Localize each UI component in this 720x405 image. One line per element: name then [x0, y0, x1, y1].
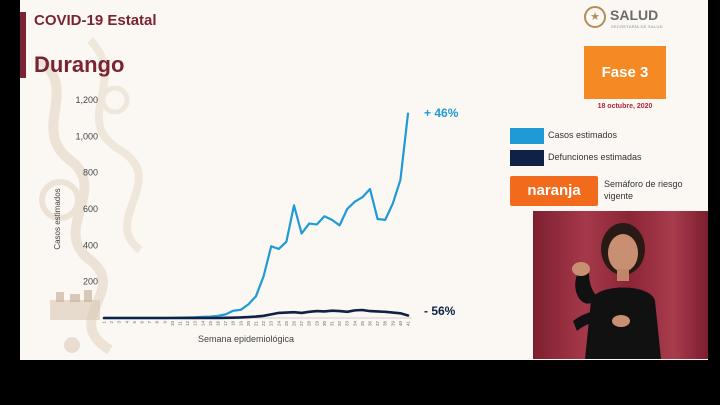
x-tick-label: 2 [109, 321, 114, 324]
x-tick-label: 3 [117, 321, 122, 324]
x-tick-label: 12 [185, 321, 190, 327]
x-tick-label: 7 [147, 321, 152, 324]
x-tick-label: 18 [231, 321, 236, 327]
x-tick-label: 22 [261, 321, 266, 327]
x-tick-label: 15 [208, 321, 213, 327]
x-tick-label: 30 [322, 321, 327, 327]
logo-text: SALUD [610, 7, 659, 23]
y-tick-label: 800 [83, 168, 98, 178]
x-tick-label: 5 [132, 321, 137, 324]
x-tick-label: 34 [352, 321, 357, 327]
semaforo-badge: naranja [510, 176, 598, 206]
x-tick-label: 9 [162, 321, 167, 324]
x-tick-label: 11 [178, 321, 183, 326]
y-tick-label: 1,000 [75, 131, 98, 141]
x-tick-label: 10 [170, 321, 175, 327]
x-tick-label: 4 [124, 321, 129, 324]
x-tick-label: 28 [307, 321, 312, 327]
x-tick-label: 41 [406, 321, 411, 327]
region-title: Durango [34, 52, 125, 77]
seal-icon: ★ [584, 6, 606, 28]
x-tick-label: 40 [398, 321, 403, 327]
phase-date: 18 octubre, 2020 [597, 103, 653, 110]
x-tick-label: 1 [102, 321, 107, 324]
x-tick-label: 8 [155, 321, 160, 324]
x-tick-label: 24 [276, 321, 281, 327]
sign-language-interpreter-video [533, 211, 708, 359]
legend-label-casos: Casos estimados [548, 130, 618, 140]
series-line-defunciones [102, 308, 410, 320]
x-tick-label: 6 [140, 321, 145, 324]
logo-subtitle: SECRETARÍA DE SALUD [611, 24, 663, 29]
salud-logo: ★ SALUD SECRETARÍA DE SALUD [584, 4, 684, 34]
y-tick-label: 200 [83, 277, 98, 287]
semaforo-indicator: naranja Semáforo de riesgo vigente [510, 176, 708, 208]
legend-swatch-casos [510, 128, 544, 144]
x-tick-label: 21 [254, 321, 259, 327]
x-tick-label: 19 [238, 321, 243, 327]
x-tick-label: 39 [390, 321, 395, 327]
x-tick-label: 38 [383, 321, 388, 327]
phase-badge: Fase 3 [584, 46, 666, 99]
semaforo-label: Semáforo de riesgo vigente [604, 179, 683, 201]
x-tick-label: 25 [284, 321, 289, 327]
x-tick-label: 35 [360, 321, 365, 327]
decorative-pattern [36, 37, 143, 355]
x-tick-label: 23 [269, 321, 274, 327]
x-tick-label: 27 [299, 321, 304, 327]
x-tick-label: 13 [193, 321, 198, 327]
legend-swatch-defunciones [510, 150, 544, 166]
x-tick-label: 31 [330, 321, 335, 327]
interpreter-figure [572, 223, 661, 359]
page-title: COVID-19 Estatal [34, 12, 157, 29]
slide: COVID-19 Estatal Durango ★ SALUD SECRETA… [20, 0, 708, 360]
x-tick-label: 33 [345, 321, 350, 327]
deaths-change-label: - 56% [424, 304, 456, 318]
x-tick-label: 26 [292, 321, 297, 327]
x-tick-label: 32 [337, 321, 342, 327]
y-tick-label: 400 [83, 240, 98, 250]
x-tick-label: 20 [246, 321, 251, 327]
title-accent-bar [20, 12, 26, 78]
x-tick-label: 37 [375, 321, 380, 327]
x-tick-label: 29 [314, 321, 319, 327]
cases-change-label: + 46% [424, 106, 459, 120]
y-axis-label: Casos estimados [53, 188, 62, 249]
x-tick-label: 14 [200, 321, 205, 327]
x-tick-label: 16 [216, 321, 221, 327]
legend-label-defunciones: Defunciones estimadas [548, 152, 642, 162]
x-tick-label: 17 [223, 321, 228, 327]
x-tick-label: 36 [368, 321, 373, 327]
y-tick-label: 1,200 [75, 95, 98, 105]
x-axis-label: Semana epidemiológica [198, 334, 294, 344]
series-line-casos [102, 112, 410, 320]
y-tick-label: 600 [83, 204, 98, 214]
